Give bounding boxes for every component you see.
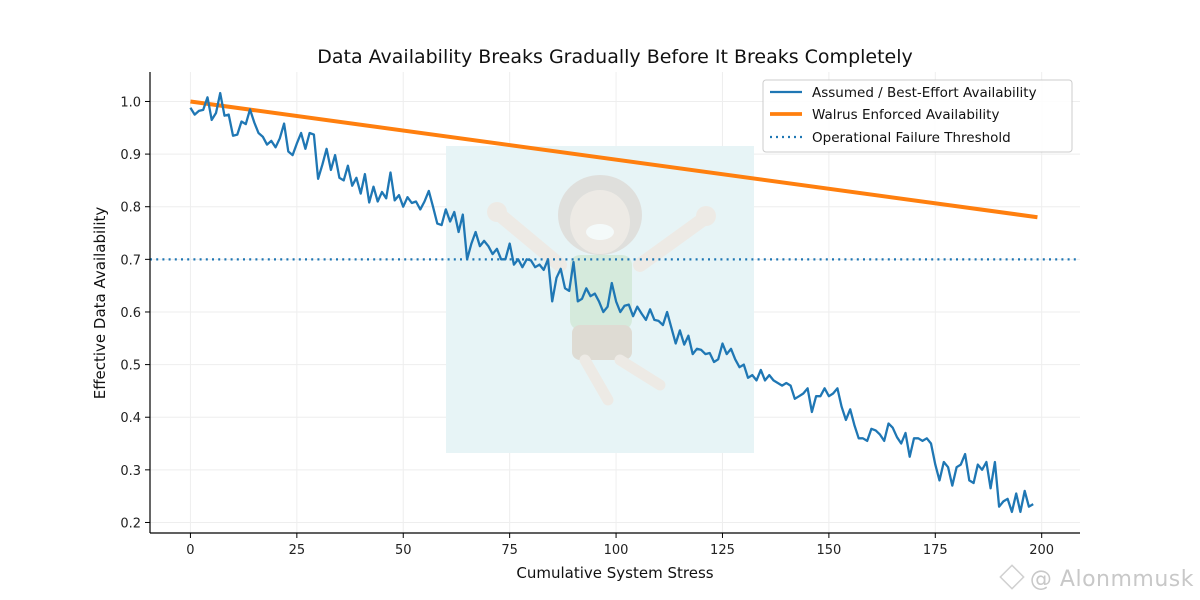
chart-title: Data Availability Breaks Gradually Befor… — [317, 46, 913, 68]
series-layer — [150, 91, 1080, 514]
legend-label-threshold: Operational Failure Threshold — [812, 130, 1011, 146]
x-tick-label: 175 — [923, 543, 948, 558]
diamond-logo-icon — [999, 564, 1025, 590]
y-tick-label: 0.9 — [120, 148, 141, 163]
legend-label-walrus: Walrus Enforced Availability — [812, 107, 999, 123]
legend: Assumed / Best-Effort Availability Walru… — [762, 79, 1073, 153]
cartoon-boy-icon — [487, 175, 716, 406]
overlay-image — [446, 146, 754, 453]
x-tick-label: 150 — [816, 543, 841, 558]
x-tick-label: 125 — [710, 543, 735, 558]
y-tick-label: 0.8 — [120, 201, 141, 216]
x-tick-label: 25 — [289, 543, 306, 558]
walrus-line — [190, 99, 1038, 220]
x-axis-label: Cumulative System Stress — [516, 564, 713, 582]
y-tick-label: 1.0 — [120, 95, 141, 110]
y-ticks: 0.2 0.3 0.4 0.5 0.6 0.7 0.8 0.9 1.0 — [120, 95, 150, 531]
y-axis-label: Effective Data Availability — [91, 207, 109, 400]
y-tick-label: 0.3 — [120, 464, 141, 479]
legend-label-assumed: Assumed / Best-Effort Availability — [812, 85, 1037, 101]
y-tick-label: 0.7 — [120, 253, 141, 268]
watermark: @ Alonmmusk — [999, 564, 1194, 592]
y-tick-label: 0.6 — [120, 306, 141, 321]
x-tick-label: 100 — [604, 543, 629, 558]
y-tick-label: 0.4 — [120, 411, 141, 426]
y-tick-label: 0.5 — [120, 359, 141, 374]
watermark-text: @ Alonmmusk — [1029, 567, 1194, 592]
y-tick-label: 0.2 — [120, 516, 141, 531]
legend-box — [762, 79, 1073, 153]
x-tick-label: 75 — [501, 543, 518, 558]
x-tick-label: 50 — [395, 543, 412, 558]
x-tick-label: 0 — [186, 543, 194, 558]
assumed-availability-line — [189, 91, 1034, 514]
x-tick-label: 200 — [1029, 543, 1054, 558]
x-ticks: 0 25 50 75 100 125 150 175 200 — [186, 533, 1054, 558]
